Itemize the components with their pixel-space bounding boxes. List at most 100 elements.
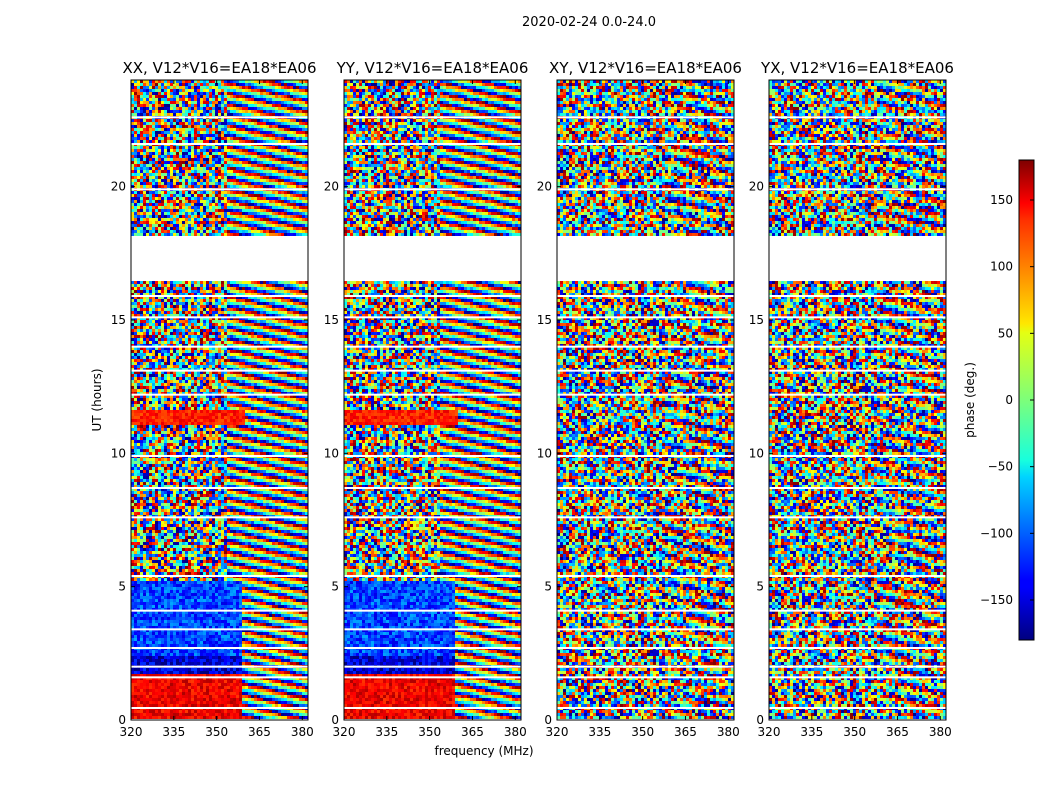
heatmap-cell [176, 95, 179, 98]
heatmap-cell [239, 101, 242, 104]
heatmap-cell [146, 92, 149, 95]
heatmap-cell [176, 86, 179, 89]
heatmap-cell [146, 83, 149, 86]
heatmap-cell [278, 101, 281, 104]
heatmap-cell [188, 86, 191, 89]
heatmap-cell [230, 83, 233, 86]
heatmap-cell [203, 89, 206, 92]
heatmap-cell [203, 95, 206, 98]
heatmap-cell [287, 122, 290, 125]
heatmap-cell [245, 92, 248, 95]
heatmap-cell [266, 95, 269, 98]
heatmap-cell [224, 95, 227, 98]
heatmap-cell [134, 113, 137, 116]
heatmap-cell [296, 101, 299, 104]
heatmap-cell [161, 110, 164, 113]
heatmap-cell [275, 101, 278, 104]
heatmap-cell [173, 104, 176, 107]
heatmap-cell [179, 95, 182, 98]
heatmap-cell [179, 92, 182, 95]
heatmap-cell [179, 107, 182, 110]
heatmap-cell [227, 119, 230, 122]
heatmap-cell [194, 104, 197, 107]
heatmap-cell [200, 110, 203, 113]
heatmap-cell [281, 95, 284, 98]
heatmap-cell [266, 104, 269, 107]
heatmap-cell [221, 113, 224, 116]
heatmap-cell [212, 125, 215, 128]
heatmap-cell [287, 86, 290, 89]
heatmap-cell [167, 122, 170, 125]
heatmap-cell [164, 110, 167, 113]
heatmap-cell [218, 104, 221, 107]
heatmap-cell [152, 110, 155, 113]
heatmap-cell [158, 125, 161, 128]
heatmap-cell [299, 83, 302, 86]
heatmap-cell [200, 92, 203, 95]
heatmap-cell [215, 113, 218, 116]
heatmap-cell [206, 125, 209, 128]
heatmap-cell [278, 83, 281, 86]
heatmap-cell [221, 98, 224, 101]
heatmap-cell [242, 98, 245, 101]
heatmap-cell [266, 89, 269, 92]
heatmap-cell [194, 83, 197, 86]
heatmap-cell [149, 107, 152, 110]
heatmap-cell [182, 92, 185, 95]
heatmap-cell [146, 113, 149, 116]
heatmap-cell [137, 119, 140, 122]
heatmap-cell [146, 104, 149, 107]
heatmap-cell [245, 101, 248, 104]
heatmap-cell [221, 83, 224, 86]
heatmap-cell [230, 110, 233, 113]
heatmap-cell [170, 107, 173, 110]
heatmap-cell [170, 89, 173, 92]
heatmap-cell [221, 110, 224, 113]
heatmap-cell [149, 86, 152, 89]
heatmap-cell [200, 86, 203, 89]
heatmap-cell [260, 101, 263, 104]
heatmap-cell [239, 122, 242, 125]
heatmap-cell [260, 119, 263, 122]
heatmap-cell [155, 104, 158, 107]
heatmap-cell [260, 86, 263, 89]
heatmap-cell [179, 101, 182, 104]
heatmap-cell [212, 98, 215, 101]
heatmap-cell [221, 86, 224, 89]
heatmap-cell [158, 104, 161, 107]
heatmap-cell [227, 113, 230, 116]
heatmap-cell [188, 83, 191, 86]
heatmap-cell [284, 95, 287, 98]
heatmap-cell [245, 95, 248, 98]
heatmap-cell [269, 113, 272, 116]
heatmap-cell [263, 83, 266, 86]
heatmap-cell [176, 119, 179, 122]
heatmap-cell [299, 95, 302, 98]
heatmap-cell [137, 107, 140, 110]
heatmap-cell [251, 119, 254, 122]
heatmap-cell [155, 122, 158, 125]
heatmap-cell [296, 95, 299, 98]
heatmap-cell [143, 104, 146, 107]
heatmap-cell [290, 98, 293, 101]
heatmap-cell [209, 101, 212, 104]
heatmap-cell [248, 98, 251, 101]
heatmap-cell [275, 86, 278, 89]
heatmap-cell [179, 110, 182, 113]
heatmap-cell [263, 92, 266, 95]
heatmap-cell [134, 110, 137, 113]
heatmap-cell [278, 122, 281, 125]
heatmap-cell [299, 107, 302, 110]
heatmap-cell [281, 83, 284, 86]
heatmap-cell [137, 110, 140, 113]
heatmap-cell [275, 89, 278, 92]
heatmap-cell [263, 110, 266, 113]
heatmap-cell [242, 107, 245, 110]
heatmap-cell [137, 83, 140, 86]
heatmap-cell [179, 119, 182, 122]
heatmap-cell [233, 83, 236, 86]
heatmap-cell [203, 83, 206, 86]
heatmap-cell [143, 110, 146, 113]
heatmap-cell [263, 86, 266, 89]
heatmap-cell [218, 122, 221, 125]
